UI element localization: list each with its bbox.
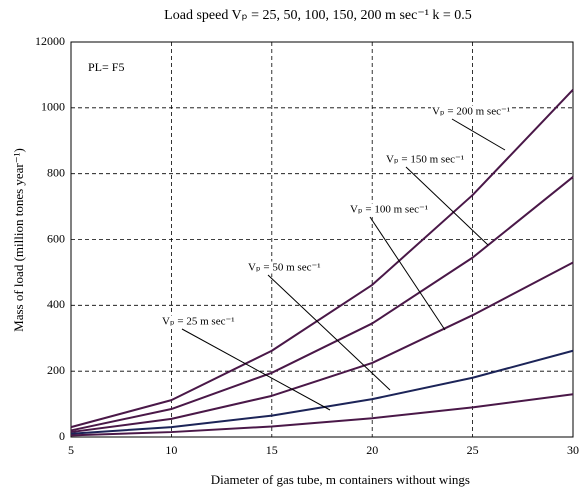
x-tick-label: 10 — [165, 443, 177, 457]
label-bg — [385, 153, 466, 166]
y-tick-label: 0 — [59, 429, 65, 443]
x-tick-label: 25 — [467, 443, 479, 457]
plot-frame — [70, 41, 574, 438]
leader-line — [181, 328, 331, 411]
series-label: Vₚ = 25 m sec⁻¹ — [162, 316, 235, 328]
series-line — [70, 89, 574, 429]
y-tick-label: 1000 — [41, 100, 65, 114]
series-label: Vₚ = 50 m sec⁻¹ — [248, 262, 321, 274]
series-line — [70, 393, 574, 437]
label-bg — [431, 105, 512, 118]
x-tick-label: 5 — [68, 443, 74, 457]
label-bg — [161, 315, 236, 328]
x-tick-label: 15 — [266, 443, 278, 457]
x-tick-label: 20 — [366, 443, 378, 457]
series-line — [70, 349, 574, 435]
leader-line — [267, 274, 391, 391]
x-tick-label: 30 — [567, 443, 579, 457]
y-axis-label: Mass of load (million tones year⁻¹) — [11, 148, 26, 332]
series-label: Vₚ = 150 m sec⁻¹ — [386, 154, 464, 166]
leader-line — [451, 118, 506, 151]
leader-line — [405, 166, 489, 246]
y-tick-label: 400 — [47, 297, 65, 311]
series-line — [70, 261, 574, 434]
y-tick-label: 600 — [47, 231, 65, 245]
leader-line — [369, 216, 446, 331]
series-label: Vₚ = 200 m sec⁻¹ — [432, 106, 510, 118]
series-line — [70, 176, 574, 432]
y-tick-label: 800 — [47, 165, 65, 179]
label-bg — [349, 203, 430, 216]
y-tick-label: 200 — [47, 363, 65, 377]
annotation: PL= F5 — [88, 60, 124, 74]
series-label: Vₚ = 100 m sec⁻¹ — [350, 204, 428, 216]
label-bg — [247, 261, 322, 274]
chart-title: Load speed Vₚ = 25, 50, 100, 150, 200 m … — [164, 8, 472, 23]
y-tick-label: 12000 — [35, 34, 65, 48]
x-axis-label: Diameter of gas tube, m containers witho… — [211, 472, 470, 487]
